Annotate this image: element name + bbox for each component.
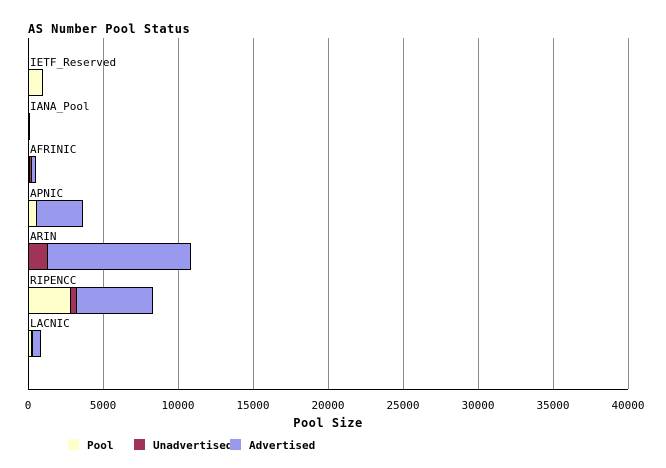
x-tick-label: 30000 [461, 399, 495, 412]
category-label: IETF_Reserved [30, 56, 117, 69]
bar-segment-advertised [76, 287, 153, 314]
bar-segment-unadvertised [28, 243, 48, 270]
category-label: ARIN [30, 230, 57, 243]
legend-label: Advertised [249, 439, 316, 452]
gridline [478, 38, 479, 389]
legend-swatch [230, 439, 241, 450]
chart-title: AS Number Pool Status [28, 22, 191, 36]
legend: Pool Unadvertised Advertised [0, 438, 666, 454]
x-tick-label: 40000 [611, 399, 645, 412]
gridline [328, 38, 329, 389]
bar-row [28, 69, 43, 96]
category-label: LACNIC [30, 317, 70, 330]
bar-row [28, 200, 83, 227]
bar-segment-pool [28, 69, 43, 96]
bar-row [28, 287, 153, 314]
bar-row [28, 243, 191, 270]
category-label: AFRINIC [30, 143, 77, 156]
legend-label: Unadvertised [153, 439, 233, 452]
category-label: IANA_Pool [30, 100, 90, 113]
bar-segment-advertised [31, 156, 36, 183]
bar-segment-advertised [47, 243, 191, 270]
x-tick-label: 0 [24, 399, 32, 412]
bar-row [28, 113, 30, 140]
x-axis-title: Pool Size [293, 416, 363, 430]
bar-segment-pool [28, 287, 71, 314]
gridline [103, 38, 104, 389]
legend-swatch [134, 439, 145, 450]
gridline [553, 38, 554, 389]
gridline [628, 38, 629, 389]
legend-label: Pool [87, 439, 114, 452]
x-tick-label: 5000 [89, 399, 117, 412]
category-label: RIPENCC [30, 274, 77, 287]
gridline [253, 38, 254, 389]
zero-width-bar [28, 113, 30, 140]
bar-row [28, 156, 36, 183]
x-tick-label: 10000 [161, 399, 195, 412]
bar-segment-advertised [32, 330, 41, 357]
bar-row [28, 330, 41, 357]
x-tick-label: 15000 [236, 399, 270, 412]
x-tick-label: 35000 [536, 399, 570, 412]
gridline [178, 38, 179, 389]
legend-swatch [68, 439, 79, 450]
x-tick-label: 20000 [311, 399, 345, 412]
bar-segment-advertised [36, 200, 83, 227]
gridline [403, 38, 404, 389]
plot-area: IETF_Reserved IANA_Pool AFRINIC APNIC ARIN RI… [28, 38, 629, 390]
x-tick-label: 25000 [386, 399, 420, 412]
category-label: APNIC [30, 187, 64, 200]
